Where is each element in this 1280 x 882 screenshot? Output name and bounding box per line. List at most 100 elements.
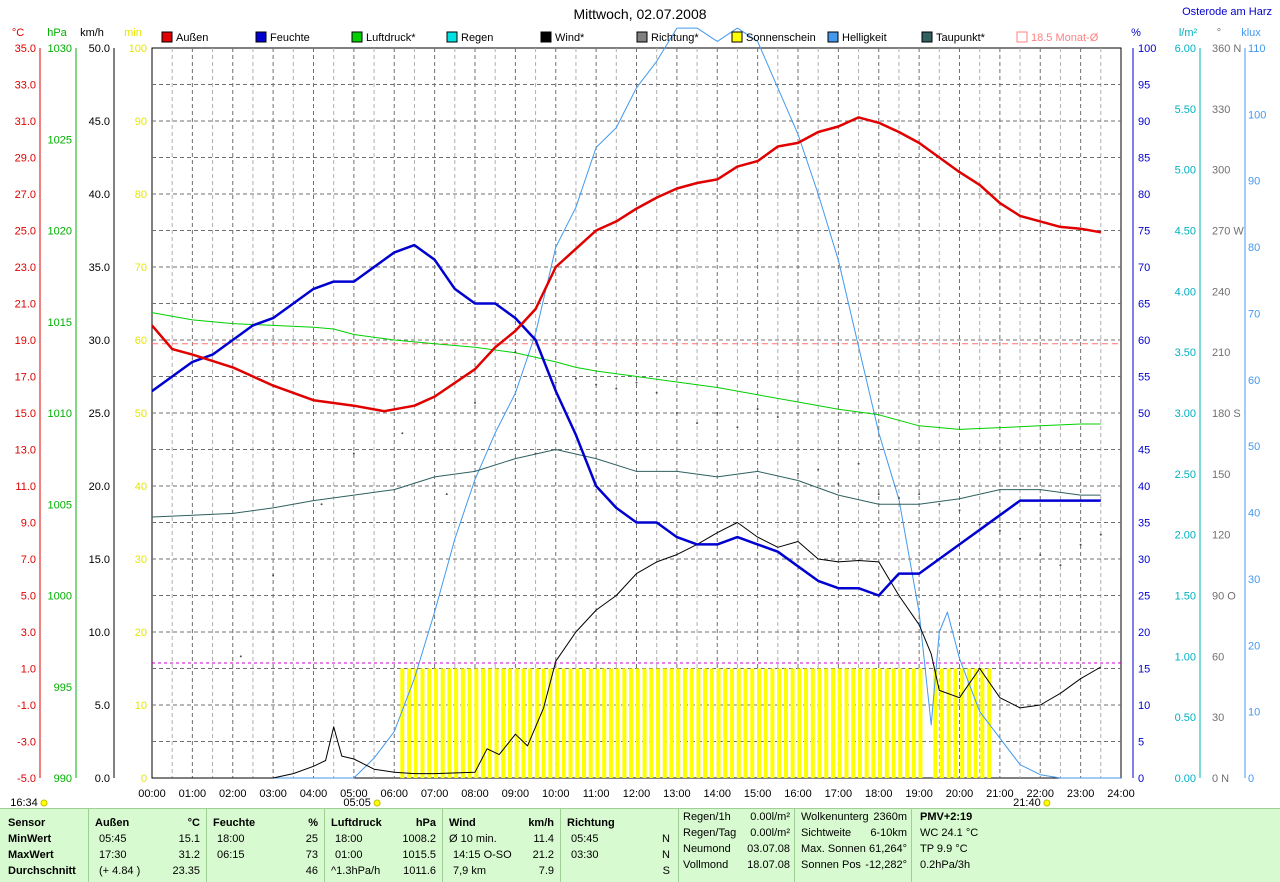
x-axis-tick: 07:00: [421, 788, 449, 800]
sunshine-axis-tick: 40: [135, 481, 147, 493]
sunshine-bar: [682, 668, 687, 778]
sunshine-bar: [602, 668, 607, 778]
axis-unit-label: klux: [1241, 27, 1261, 39]
direction-point: [1019, 537, 1022, 540]
legend-swatch: [351, 31, 363, 43]
stats-aussen-unit: °C: [187, 817, 200, 829]
sunshine-bar: [427, 668, 432, 778]
stats-wolken-label: Wolkenunterg: [801, 811, 869, 823]
rain-axis-tick: 5.50: [1175, 104, 1196, 116]
rain-axis-tick: 4.00: [1175, 286, 1196, 298]
sunshine-axis-tick: 10: [135, 700, 147, 712]
humidity-axis-tick: 70: [1138, 262, 1150, 274]
brightness-axis-tick: 30: [1248, 574, 1260, 586]
rain-axis-tick: 2.00: [1175, 530, 1196, 542]
stats-sonnenpos-label: Sonnen Pos: [801, 859, 861, 871]
pressure-axis-tick: 990: [54, 773, 72, 785]
direction-point: [635, 381, 638, 384]
direction-point: [817, 468, 820, 471]
sunshine-axis-tick: 80: [135, 189, 147, 201]
x-axis-tick: 23:00: [1067, 788, 1095, 800]
sunshine-bar: [622, 668, 627, 778]
direction-point: [675, 412, 678, 414]
x-axis-tick: 14:00: [703, 788, 731, 800]
direction-point: [797, 472, 799, 475]
wind-axis-tick: 10.0: [89, 627, 110, 639]
x-axis-tick: 20:00: [946, 788, 974, 800]
sunshine-bar: [467, 668, 472, 778]
direction-point: [474, 401, 476, 404]
wind-axis-tick: 0.0: [95, 773, 110, 785]
rain-axis-tick: 1.50: [1175, 591, 1196, 603]
sunshine-axis-tick: 60: [135, 335, 147, 347]
sunshine-bar: [783, 668, 788, 778]
legend-swatch: [636, 31, 648, 43]
sunshine-axis-tick: 100: [129, 43, 147, 55]
stats-neumond-val: 03.07.08: [747, 843, 790, 855]
sunshine-bar: [933, 668, 938, 778]
sunshine-bar: [756, 668, 761, 778]
stats-wind-run: 7,9 km: [453, 865, 487, 877]
series-line-wind: [152, 522, 1102, 779]
stats-regen-tag-val: 0.00l/m²: [750, 827, 790, 839]
humidity-axis-tick: 5: [1138, 737, 1144, 749]
stats-neumond-label: Neumond: [683, 843, 731, 855]
stats-sensor-col: Sensor MinWert MaxWert Durchschnitt: [0, 809, 89, 882]
stats-aussen-avg-note: (+ 4.84 ): [99, 865, 141, 877]
humidity-axis-tick: 90: [1138, 116, 1150, 128]
x-axis-tick: 03:00: [259, 788, 287, 800]
rain-axis-tick: 3.00: [1175, 408, 1196, 420]
sunshine-bar: [817, 668, 822, 778]
stats-regen-tag-label: Regen/Tag: [683, 827, 737, 839]
x-axis-tick: 11:00: [583, 788, 610, 800]
sunshine-bar: [568, 668, 573, 778]
sunshine-bar: [966, 668, 971, 778]
chart-title: Mittwoch, 02.07.2008: [573, 6, 706, 22]
temp-axis-tick: 23.0: [15, 262, 36, 274]
direction-point: [978, 523, 981, 526]
sunshine-bar: [420, 668, 425, 778]
statistics-panel: Sensor MinWert MaxWert Durchschnitt Auße…: [0, 808, 1280, 882]
temp-axis-tick: -3.0: [17, 737, 36, 749]
humidity-axis-tick: 85: [1138, 153, 1150, 165]
axes: 35.0 33.0 31.0 29.0 27.0 25.0 23.0 21.0 19.0 17.0…: [10, 27, 1266, 808]
axis-unit-label: %: [1131, 27, 1141, 39]
sunshine-bar: [844, 668, 849, 778]
brightness-axis-tick: 40: [1248, 508, 1260, 520]
sunshine-bar: [709, 668, 714, 778]
legend-label: Luftdruck*: [366, 32, 416, 44]
humidity-axis-tick: 45: [1138, 445, 1150, 457]
stats-richtung-avg-val: S: [662, 865, 670, 877]
direction-axis-tick: 210: [1212, 347, 1230, 359]
temp-axis-tick: 9.0: [21, 518, 36, 530]
x-axis-tick: 15:00: [744, 788, 772, 800]
humidity-axis-tick: 30: [1138, 554, 1150, 566]
stats-luftdruck-min-val: 1008.2: [402, 833, 436, 845]
wind-axis-tick: 5.0: [95, 700, 110, 712]
brightness-axis-tick: 60: [1248, 375, 1260, 387]
rain-axis-tick: 3.50: [1175, 347, 1196, 359]
x-axis-tick: 16:00: [784, 788, 812, 800]
direction-axis-tick: 360 N: [1212, 43, 1241, 55]
brightness-axis-tick: 50: [1248, 441, 1260, 453]
sunshine-axis-tick: 30: [135, 554, 147, 566]
pressure-axis-tick: 1015: [48, 317, 72, 329]
direction-point: [1059, 564, 1062, 567]
sunshine-bar: [837, 668, 842, 778]
wind-axis-tick: 35.0: [89, 262, 110, 274]
stats-regen-1h-val: 0.00l/m²: [750, 811, 790, 823]
stats-aussen-avg-val: 23.35: [172, 865, 200, 877]
stats-avg-label: Durchschnitt: [8, 865, 76, 877]
stats-wind-avg-val: 7.9: [538, 865, 554, 877]
x-axis-tick: 13:00: [663, 788, 691, 800]
x-axis-tick: 04:00: [300, 788, 328, 800]
temp-axis-tick: 15.0: [15, 408, 36, 420]
direction-axis-tick: 0 N: [1212, 773, 1229, 785]
sunshine-bar: [615, 668, 620, 778]
direction-axis-tick: 90 O: [1212, 591, 1236, 603]
direction-point: [857, 462, 860, 465]
axis-unit-label: min: [124, 27, 142, 39]
direction-point: [958, 509, 961, 512]
sunshine-bar: [548, 668, 553, 778]
humidity-axis-tick: 100: [1138, 43, 1156, 55]
